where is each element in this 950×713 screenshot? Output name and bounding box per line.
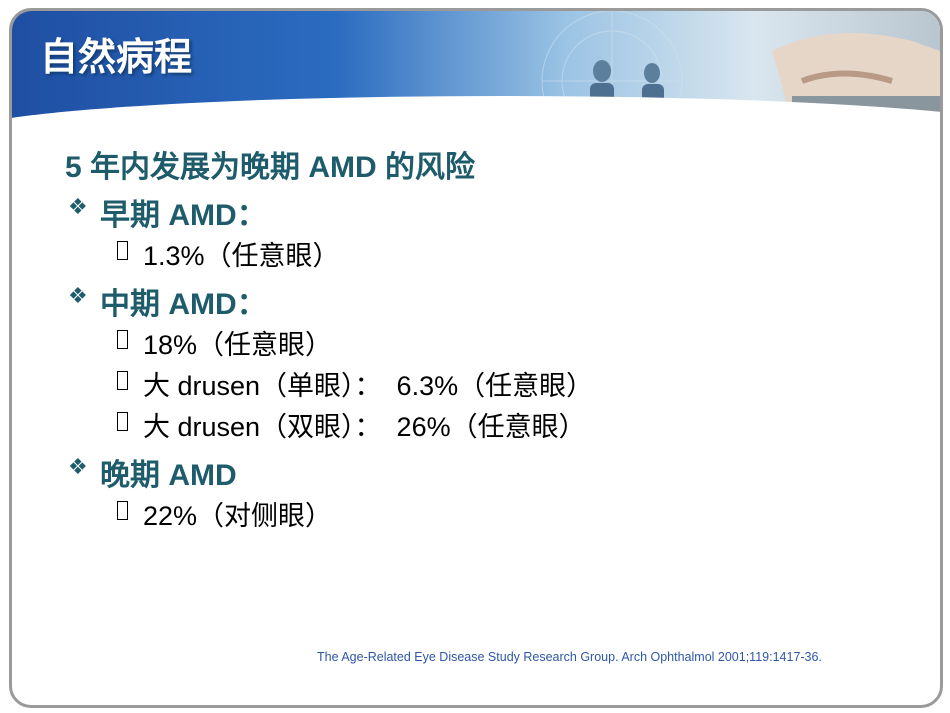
- section-label: 早期 AMD：: [100, 199, 267, 232]
- diamond-bullet: ❖: [68, 283, 88, 308]
- citation: The Age-Related Eye Disease Study Resear…: [317, 650, 822, 664]
- section-label: 晚期 AMD: [100, 459, 237, 492]
- slide-frame: [9, 8, 943, 708]
- section-item: 22%（对侧眼）: [143, 501, 333, 531]
- item-bullet: [117, 371, 128, 390]
- heading: 5 年内发展为晚期 AMD 的风险: [65, 151, 476, 184]
- diamond-bullet: ❖: [68, 194, 88, 219]
- diamond-bullet: ❖: [68, 454, 88, 479]
- section-item: 1.3%（任意眼）: [143, 241, 340, 271]
- content-background: [12, 96, 940, 296]
- section-item: 18%（任意眼）: [143, 330, 333, 360]
- section-item: 大 drusen（单眼）： 6.3%（任意眼）: [143, 371, 594, 401]
- item-bullet: [117, 501, 128, 520]
- section-item: 大 drusen（双眼）： 26%（任意眼）: [143, 412, 586, 442]
- item-bullet: [117, 241, 128, 260]
- item-bullet: [117, 330, 128, 349]
- section-label: 中期 AMD：: [100, 288, 267, 321]
- item-bullet: [117, 412, 128, 431]
- slide-title: 自然病程: [40, 37, 193, 79]
